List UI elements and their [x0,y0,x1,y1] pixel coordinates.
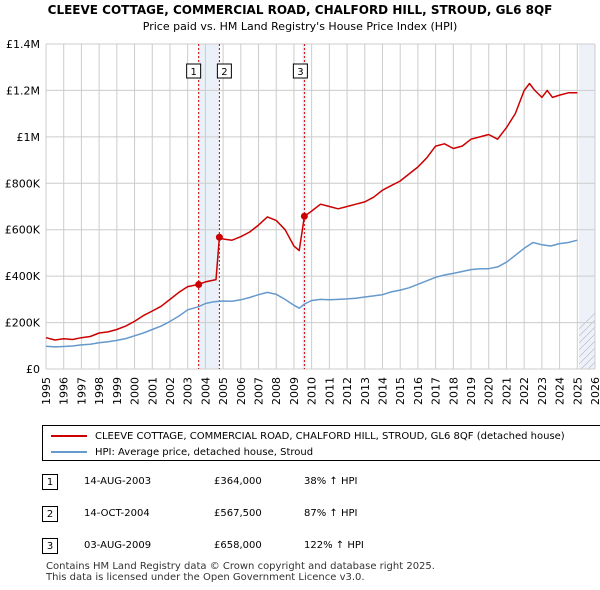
x-tick-label: 2024 [554,377,567,405]
y-tick-label: £1.4M [6,38,40,51]
x-tick-label: 2023 [536,377,549,405]
x-tick-label: 2019 [465,377,478,405]
x-tick-label: 2011 [323,377,336,405]
legend-item-hpi: HPI: Average price, detached house, Stro… [51,444,313,460]
table-row: 2 14-OCT-2004 £567,500 87% ↑ HPI [42,506,562,538]
x-tick-label: 2006 [235,377,248,405]
legend-item-property: CLEEVE COTTAGE, COMMERCIAL ROAD, CHALFOR… [51,428,565,444]
y-tick-label: £800K [5,177,41,190]
annotation-box [292,63,308,79]
footer-line-copyright: Contains HM Land Registry data © Crown c… [46,561,435,572]
x-tick-label: 2009 [288,377,301,405]
forecast-region [579,44,595,369]
chart-subtitle: Price paid vs. HM Land Registry's House … [143,20,458,33]
x-tick-label: 2002 [164,377,177,405]
y-tick-label: £0 [26,363,40,376]
x-tick-label: 2004 [199,377,212,405]
x-tick-label: 1996 [58,377,71,405]
footer-attribution: Contains HM Land Registry data © Crown c… [46,561,435,583]
sale-price: £567,500 [214,508,262,519]
x-tick-label: 2018 [447,377,460,405]
x-tick-label: 2001 [146,377,159,405]
legend: CLEEVE COTTAGE, COMMERCIAL ROAD, CHALFOR… [42,425,600,461]
sale-point [195,281,203,288]
legend-swatch-blue [51,451,87,453]
x-tick-label: 2000 [129,377,142,405]
x-tick-label: 1997 [75,377,88,405]
x-tick-label: 2015 [394,377,407,405]
x-tick-label: 2013 [359,377,372,405]
y-tick-label: £600K [5,224,41,237]
sale-point [215,233,223,241]
legend-label-hpi: HPI: Average price, detached house, Stro… [95,446,314,458]
sale-price: £658,000 [214,540,262,551]
legend-label-property: CLEEVE COTTAGE, COMMERCIAL ROAD, CHALFOR… [95,430,565,442]
sale-date: 03-AUG-2009 [84,540,152,551]
x-tick-label: 2020 [483,377,496,405]
x-tick-label: 2010 [306,377,319,405]
x-tick-label: 2008 [270,377,283,405]
sale-point [300,212,308,220]
table-row: 3 03-AUG-2009 £658,000 122% ↑ HPI [42,538,562,570]
series-line-hpi [45,239,578,348]
x-tick-label: 2014 [376,377,389,405]
x-tick-label: 2017 [430,377,443,405]
sale-number-badge: 2 [42,506,58,522]
sale-hpi-change: 122% ↑ HPI [304,540,364,551]
x-tick-label: 2026 [589,377,600,405]
y-tick-label: £1.2M [6,84,40,97]
x-tick-label: 1999 [111,377,124,405]
annotation-box [186,63,202,79]
sales-table: 1 14-AUG-2003 £364,000 38% ↑ HPI 2 14-OC… [42,474,562,570]
sale-number-badge: 1 [42,474,58,490]
sale-price: £364,000 [214,476,262,487]
sale-hpi-change: 38% ↑ HPI [304,476,358,487]
x-tick-label: 2022 [518,377,531,405]
y-tick-label: £200K [5,317,41,330]
price-chart: CLEEVE COTTAGE, COMMERCIAL ROAD, CHALFOR… [5,3,600,405]
x-tick-label: 2016 [412,377,425,405]
sale-date: 14-AUG-2003 [84,476,152,487]
sale-number-badge: 3 [42,538,58,554]
y-tick-label: £1M [17,131,41,144]
sale-band [302,44,307,369]
sale-date: 14-OCT-2004 [84,508,150,519]
y-tick-label: £400K [5,270,41,283]
sale-band [198,44,220,369]
x-tick-label: 2025 [571,377,584,405]
hatch-line [579,312,595,330]
x-tick-label: 2003 [182,377,195,405]
series-line-property [45,82,578,341]
annotation-label: 2 [221,67,227,78]
annotation-label: 3 [297,67,303,78]
legend-swatch-red [51,435,87,437]
x-tick-label: 2021 [500,377,513,405]
annotation-box [216,63,232,79]
footer-line-licence: This data is licensed under the Open Gov… [46,572,365,583]
sale-hpi-change: 87% ↑ HPI [304,508,358,519]
x-tick-label: 2005 [217,377,230,405]
annotation-label: 1 [190,67,196,78]
table-row: 1 14-AUG-2003 £364,000 38% ↑ HPI [42,474,562,506]
x-tick-label: 2012 [341,377,354,405]
chart-title: CLEEVE COTTAGE, COMMERCIAL ROAD, CHALFOR… [48,3,553,17]
x-tick-label: 1998 [93,377,106,405]
x-tick-label: 2007 [253,377,266,405]
x-tick-label: 1995 [40,377,53,405]
hatch-line [594,368,595,369]
